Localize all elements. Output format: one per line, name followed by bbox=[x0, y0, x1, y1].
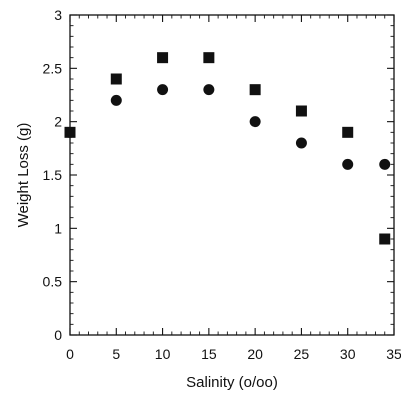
circle-marker bbox=[249, 116, 261, 128]
square-marker bbox=[379, 233, 391, 245]
ticks-layer: 0 5 10 15 20 25 30 35 0 0.5 1 1.5 2 2.5 3 bbox=[43, 7, 401, 362]
circle-marker bbox=[157, 84, 169, 96]
square-marker bbox=[110, 73, 122, 85]
y-tick-label: 0.5 bbox=[43, 274, 63, 290]
square-marker bbox=[249, 84, 261, 96]
y-tick-label: 2.5 bbox=[43, 60, 63, 76]
x-axis-title: Salinity (o/oo) bbox=[186, 374, 278, 391]
x-tick-label: 35 bbox=[386, 346, 401, 362]
x-tick-label: 25 bbox=[294, 346, 310, 362]
plot-frame bbox=[69, 14, 395, 336]
square-marker bbox=[157, 52, 169, 64]
square-marker bbox=[295, 105, 307, 117]
y-tick-label: 1 bbox=[54, 220, 62, 236]
x-tick-label: 20 bbox=[247, 346, 263, 362]
y-tick-label: 0 bbox=[54, 327, 62, 343]
circle-marker bbox=[110, 94, 122, 106]
x-tick-label: 10 bbox=[155, 346, 171, 362]
x-tick-label: 0 bbox=[66, 346, 74, 362]
y-tick-label: 3 bbox=[54, 7, 62, 23]
circle-marker bbox=[342, 158, 354, 170]
x-tick-label: 15 bbox=[201, 346, 217, 362]
circle-marker bbox=[64, 126, 76, 138]
circle-marker bbox=[295, 137, 307, 149]
x-tick-label: 30 bbox=[340, 346, 356, 362]
x-tick-label: 5 bbox=[112, 346, 120, 362]
marks-layer bbox=[64, 52, 391, 245]
circle-marker bbox=[203, 84, 215, 96]
y-axis-title: Weight Loss (g) bbox=[15, 123, 32, 228]
square-marker bbox=[203, 52, 215, 64]
circle-marker bbox=[379, 158, 391, 170]
square-marker bbox=[342, 126, 354, 138]
y-tick-label: 2 bbox=[54, 114, 62, 130]
y-tick-label: 1.5 bbox=[43, 167, 63, 183]
